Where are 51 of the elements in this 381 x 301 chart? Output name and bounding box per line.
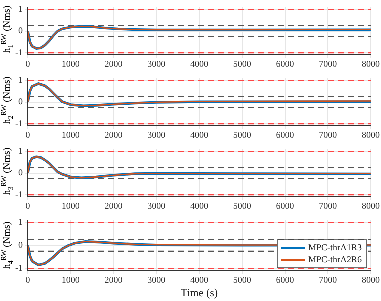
- y-tick-label: -1: [16, 263, 23, 274]
- y-tick-label: 0: [18, 96, 24, 107]
- y-tick-label: 0: [18, 168, 24, 178]
- x-tick-label: 0: [26, 58, 31, 69]
- x-tick-label: 8000: [362, 130, 380, 140]
- x-tick-label: 4000: [190, 58, 209, 69]
- x-tick-label: 2000: [104, 200, 124, 211]
- y-tick-label: -1: [16, 47, 23, 58]
- x-tick-label: 7000: [319, 58, 338, 69]
- x-tick-label: 4000: [190, 130, 209, 140]
- x-tick-label: 7000: [319, 200, 338, 211]
- x-tick-label: 6000: [276, 130, 295, 140]
- x-tick-label: 7000: [319, 274, 338, 285]
- x-tick-label: 0: [26, 200, 31, 211]
- x-tick-label: 5000: [233, 58, 252, 69]
- y-tick-label: 1: [18, 146, 23, 156]
- x-tick-label: 3000: [148, 274, 166, 285]
- y-tick-label: 1: [18, 4, 23, 14]
- x-tick-label: 1000: [62, 130, 80, 140]
- x-tick-label: 1000: [62, 200, 80, 211]
- y-tick-label: 1: [18, 217, 23, 228]
- y-tick-label: -1: [16, 189, 23, 200]
- x-tick-label: 6000: [276, 58, 295, 69]
- x-tick-label: 5000: [233, 274, 252, 285]
- y-tick-label: 1: [18, 74, 23, 85]
- x-tick-label: 8000: [362, 58, 380, 69]
- x-tick-label: 0: [26, 130, 31, 140]
- x-tick-label: 2000: [104, 130, 124, 140]
- legend-label: MPC-thrA1R3: [308, 242, 362, 252]
- x-tick-label: 1000: [62, 58, 80, 69]
- x-tick-label: 5000: [233, 130, 252, 140]
- x-tick-label: 2000: [104, 274, 124, 285]
- y-tick-label: -1: [16, 118, 23, 128]
- y-tick-label: 0: [18, 26, 24, 36]
- x-tick-label: 6000: [276, 274, 295, 285]
- x-tick-label: 0: [26, 274, 31, 285]
- x-axis-title: Time (s): [180, 287, 218, 300]
- x-tick-label: 3000: [148, 200, 166, 211]
- y-tick-label: 0: [18, 240, 24, 250]
- x-tick-label: 8000: [362, 274, 380, 285]
- x-tick-label: 6000: [276, 200, 295, 211]
- x-tick-label: 3000: [148, 130, 166, 140]
- x-tick-label: 8000: [362, 200, 380, 211]
- x-tick-label: 4000: [190, 200, 209, 211]
- x-tick-label: 1000: [62, 274, 80, 285]
- x-tick-label: 2000: [104, 58, 124, 69]
- legend-label: MPC-thrA2R6: [308, 254, 362, 264]
- x-tick-label: 4000: [190, 274, 209, 285]
- x-tick-label: 5000: [233, 200, 252, 211]
- x-tick-label: 3000: [148, 58, 166, 69]
- x-tick-label: 7000: [319, 130, 338, 140]
